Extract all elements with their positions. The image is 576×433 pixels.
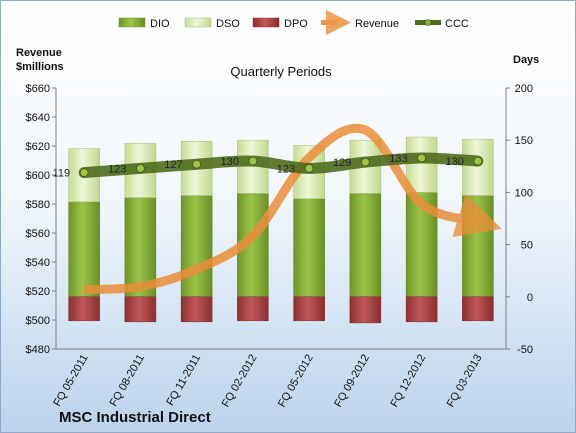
left-tick-label: $560: [26, 228, 50, 240]
left-tick-label: $580: [26, 199, 50, 211]
right-tick-label: -50: [517, 344, 533, 356]
ccc-point: [417, 153, 427, 163]
bar-dpo: [462, 296, 494, 322]
ccc-data-label: 119: [53, 168, 71, 180]
legend-item-ccc: CCC: [415, 18, 469, 30]
ccc-point: [248, 156, 258, 166]
x-tick-label: FQ 09-2012: [332, 353, 372, 410]
left-axis-title-line1: Revenue: [16, 47, 62, 59]
right-tick-label: 200: [515, 83, 533, 95]
x-tick-label: FQ 12-2012: [388, 353, 428, 410]
legend-item-dso: DSO: [184, 17, 240, 30]
legend-label-dso: DSO: [216, 18, 240, 30]
ccc-data-label: 133: [389, 153, 407, 165]
bar-dpo: [180, 296, 213, 323]
legend: DIO DSO DPO Revenue CCC: [118, 10, 469, 35]
legend-label-revenue: Revenue: [355, 18, 399, 30]
ccc-point: [79, 168, 89, 177]
right-tick-label: 50: [521, 240, 533, 252]
ccc-line: [78, 152, 484, 179]
left-tick-label: $600: [26, 170, 50, 182]
x-tick-label: FQ 02-2012: [220, 353, 260, 410]
bar-dpo: [124, 296, 157, 323]
right-tick-label: 150: [515, 135, 533, 147]
company-title: MSC Industrial Direct: [59, 409, 211, 426]
left-axis-title-line2: $millions: [16, 61, 64, 73]
legend-item-revenue: Revenue: [321, 10, 399, 35]
ccc-data-label: 129: [333, 157, 351, 169]
x-tick-label: FQ 05-2012: [276, 353, 316, 410]
legend-item-dpo: DPO: [252, 17, 308, 30]
bar-dio: [68, 201, 100, 298]
x-axis-labels: FQ 05-2011 FQ 08-2011 FQ 11-2011 FQ 02-2012…: [51, 353, 484, 410]
bar-dio: [180, 195, 213, 298]
bar-dio: [462, 195, 494, 298]
ccc-point: [192, 159, 202, 169]
right-tick-label: 0: [527, 292, 533, 304]
left-tick-label: $500: [26, 315, 50, 327]
left-tick-label: $620: [26, 141, 50, 153]
bar-dpo: [349, 296, 382, 324]
bar-dso: [405, 136, 438, 193]
chart-subtitle: Quarterly Periods: [230, 64, 332, 79]
x-tick-label: FQ 05-2011: [51, 353, 90, 409]
legend-item-dio: DIO: [118, 17, 170, 30]
left-tick-label: $520: [26, 286, 50, 298]
ccc-data-label: 127: [164, 159, 182, 171]
bar-dio: [293, 198, 325, 298]
right-axis-title: Days: [513, 54, 539, 66]
ccc-point: [304, 163, 314, 173]
right-tick-label: 100: [515, 187, 533, 199]
x-tick-label: FQ 03-2013: [445, 353, 485, 410]
bar-dio: [349, 193, 382, 298]
bar-dpo: [405, 296, 438, 323]
legend-label-dpo: DPO: [284, 18, 308, 30]
ccc-data-label: 123: [277, 163, 295, 175]
left-tick-label: $640: [26, 112, 50, 124]
left-tick-label: $660: [26, 83, 50, 95]
legend-label-dio: DIO: [150, 18, 170, 30]
left-tick-label: $480: [26, 344, 50, 356]
ccc-point: [360, 157, 370, 167]
line-group: 119 123 127 130 123 129 133 130: [53, 123, 502, 295]
ccc-data-label: 123: [108, 163, 126, 175]
bar-dso: [462, 138, 494, 196]
left-tick-label: $540: [26, 257, 50, 269]
x-tick-label: FQ 11-2011: [164, 353, 203, 408]
axes: $480 $500 $520 $540 $560 $580 $600 $620 $640 $660…: [26, 83, 533, 356]
bar-dpo: [293, 296, 325, 322]
ccc-data-label: 130: [221, 156, 239, 168]
revenue-line: [83, 123, 502, 295]
x-tick-label: FQ 08-2011: [108, 353, 147, 409]
ccc-point: [135, 163, 145, 173]
legend-label-ccc: CCC: [445, 18, 469, 30]
bar-dpo: [68, 296, 100, 322]
bar-dpo: [237, 296, 269, 322]
ccc-data-label: 130: [446, 156, 464, 168]
ccc-point: [473, 156, 483, 166]
